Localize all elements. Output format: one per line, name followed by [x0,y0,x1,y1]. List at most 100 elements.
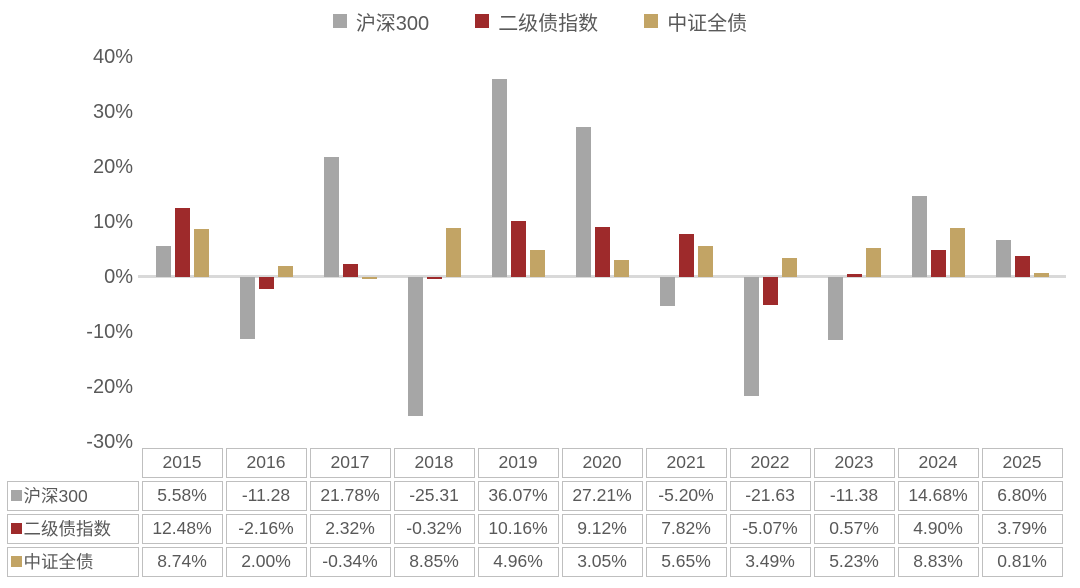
legend-item-csi-aggregate-bond[interactable]: 中证全债 [644,7,747,36]
table-value-cell: -11.28 [225,480,307,511]
bar-2023-series0 [827,277,843,340]
legend-swatch-hs300-icon [332,14,347,28]
table-year-header: 2022 [729,447,811,478]
bar-2017-series1 [342,264,358,277]
table-value-cell: 2.32% [309,513,391,544]
bar-2024-series0 [911,196,927,277]
table-value-cell: 5.65% [645,546,727,577]
bar-2022-series1 [762,277,778,305]
legend-label-csi-aggregate-bond: 中证全债 [667,12,748,35]
legend-swatch-csi-aggregate-bond-icon [644,14,659,28]
table-year-header: 2018 [393,447,475,478]
bar-2016-series1 [258,277,274,289]
table-row-label: 沪深300 [6,480,139,511]
table-value-cell: 4.90% [897,513,979,544]
bar-2019-series0 [491,78,507,277]
data-table: 2015 2016 2017 2018 2019 2020 2021 2022 2023 2024… [5,446,1064,578]
bar-2021-series0 [659,277,675,306]
y-tick-label: -10% [86,321,133,343]
table-series-swatch-icon [10,556,22,567]
legend-item-secondary-bond-index[interactable]: 二级债指数 [475,7,598,36]
table-year-header: 2017 [309,447,391,478]
chart-legend: 沪深300 二级债指数 中证全债 [0,6,1080,36]
table-value-cell: 6.80% [981,480,1063,511]
bar-2023-series1 [846,273,862,277]
bar-2020-series1 [594,226,610,277]
legend-swatch-secondary-bond-index-icon [475,14,490,28]
table-series-swatch-icon [10,490,22,501]
bar-2024-series2 [949,228,965,277]
y-tick-label: 40% [92,46,133,68]
legend-label-hs300: 沪深300 [355,12,430,35]
bar-2024-series1 [930,250,946,277]
table-value-cell: 3.49% [729,546,811,577]
table-value-cell: 8.74% [141,546,223,577]
table-value-cell: -2.16% [225,513,307,544]
table-year-header: 2023 [813,447,895,478]
bar-2016-series0 [239,277,255,340]
y-tick-label: 30% [92,101,133,123]
bar-2018-series0 [407,277,423,417]
table-value-cell: 2.00% [225,546,307,577]
table-value-cell: 5.23% [813,546,895,577]
table-series-swatch-icon [10,523,22,534]
bar-2015-series1 [174,208,190,277]
table-value-cell: -5.07% [729,513,811,544]
bar-2017-series0 [323,157,339,277]
bar-2022-series2 [781,257,797,277]
table-value-cell: 12.48% [141,513,223,544]
bar-2018-series1 [426,277,442,279]
table-value-cell: 3.05% [561,546,643,577]
bar-2025-series1 [1014,256,1030,277]
y-tick-label: -20% [86,376,133,398]
y-tick-label: 20% [92,156,133,178]
table-value-cell: -0.34% [309,546,391,577]
bar-2015-series2 [193,228,209,277]
bar-2022-series0 [743,277,759,396]
bar-2023-series2 [865,248,881,277]
table-year-header: 2025 [981,447,1063,478]
table-value-cell: -21.63 [729,480,811,511]
table-value-cell: 8.85% [393,546,475,577]
table-value-cell: 0.81% [981,546,1063,577]
table-value-cell: 0.57% [813,513,895,544]
bar-2020-series2 [613,260,629,277]
table-value-cell: 4.96% [477,546,559,577]
y-tick-label: 10% [92,211,133,233]
table-series-name: 沪深300 [23,486,88,506]
table-value-cell: 5.58% [141,480,223,511]
table-value-cell: 8.83% [897,546,979,577]
table-year-header: 2021 [645,447,727,478]
table-value-cell: 3.79% [981,513,1063,544]
table-value-cell: -25.31 [393,480,475,511]
bar-2016-series2 [277,266,293,277]
table-row-label: 中证全债 [6,546,139,577]
table-value-cell: 21.78% [309,480,391,511]
table-value-cell: 10.16% [477,513,559,544]
bar-2019-series2 [529,249,545,277]
table-value-cell: -5.20% [645,480,727,511]
table-year-header: 2020 [561,447,643,478]
y-tick-label: 0% [104,266,133,288]
y-tick-label: -30% [86,431,133,453]
table-value-cell: 7.82% [645,513,727,544]
legend-item-hs300[interactable]: 沪深300 [332,7,430,36]
table-row-label: 二级债指数 [6,513,139,544]
table-value-cell: -0.32% [393,513,475,544]
bar-2021-series2 [697,245,713,277]
table-value-cell: 27.21% [561,480,643,511]
table-value-cell: -11.38 [813,480,895,511]
bar-2018-series2 [445,228,461,277]
table-series-name: 二级债指数 [23,519,112,539]
y-axis: 40% 30% 20% 10% 0% -10% -20% -30% [33,0,133,460]
table-year-header: 2015 [141,447,223,478]
table-year-header: 2016 [225,447,307,478]
bar-2025-series2 [1033,272,1049,277]
bar-2020-series0 [575,127,591,277]
table-value-cell: 9.12% [561,513,643,544]
bar-2021-series1 [678,233,694,277]
bar-2017-series2 [361,277,377,279]
table-series-name: 中证全债 [23,552,94,572]
legend-label-secondary-bond-index: 二级债指数 [498,12,599,35]
